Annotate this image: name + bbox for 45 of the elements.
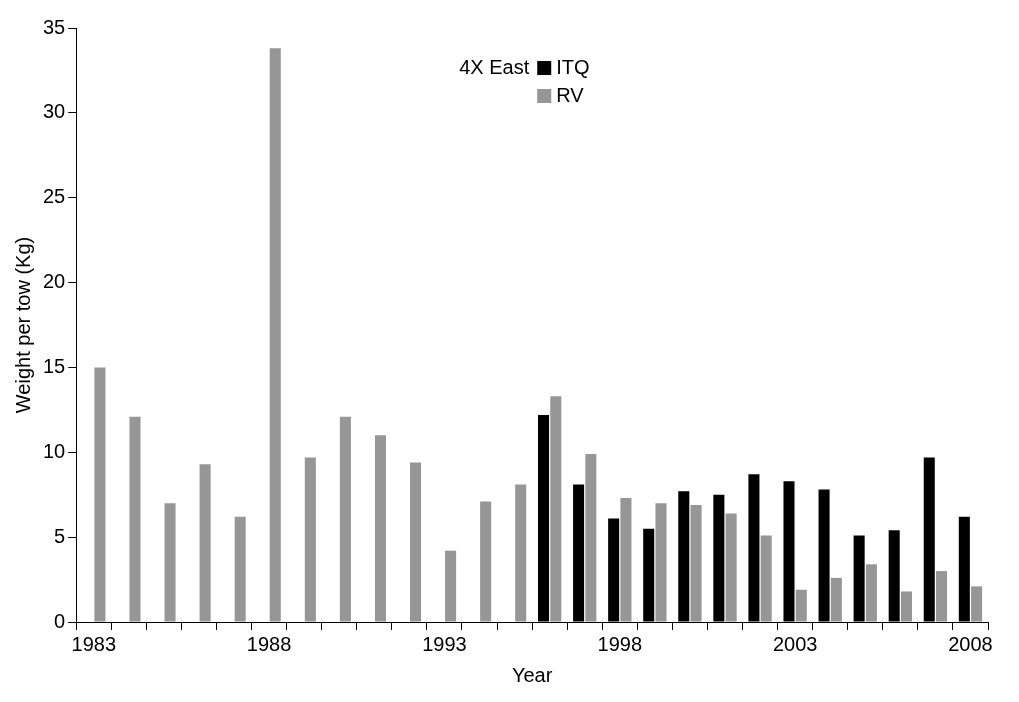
x-axis-title: Year	[511, 663, 553, 686]
bar	[760, 535, 772, 622]
bar	[339, 416, 351, 622]
y-tick-label: 30	[43, 100, 66, 123]
bar	[374, 435, 386, 622]
y-axis-title: Weight per tow (Kg)	[11, 236, 34, 414]
bar	[515, 484, 527, 622]
y-tick-label: 25	[43, 185, 66, 208]
x-tick-label: 1998	[597, 632, 643, 655]
bar	[620, 498, 632, 622]
bar	[304, 457, 316, 622]
x-tick-label: 1993	[422, 632, 467, 655]
legend-label: RV	[556, 83, 585, 106]
bar	[199, 464, 211, 622]
bar	[900, 591, 912, 622]
bar	[690, 504, 702, 622]
x-tick-label: 2003	[772, 632, 818, 655]
bar	[865, 564, 877, 622]
bar	[725, 513, 737, 622]
legend-title: 4X East	[459, 55, 530, 78]
bar	[936, 571, 948, 622]
bar	[550, 396, 562, 622]
y-tick-label: 20	[43, 270, 66, 293]
bar	[234, 516, 246, 622]
bar	[585, 453, 597, 622]
y-tick-label: 10	[43, 439, 66, 462]
legend-label: ITQ	[556, 55, 590, 78]
y-tick-label: 35	[43, 15, 66, 38]
y-tick-label: 15	[43, 354, 66, 377]
bar	[971, 586, 983, 622]
x-tick-label: 1983	[71, 632, 117, 655]
x-tick-label: 1988	[246, 632, 292, 655]
bar	[830, 577, 842, 622]
bar	[94, 367, 106, 622]
bar	[129, 416, 141, 622]
x-tick-label: 2008	[948, 632, 993, 655]
bar	[480, 501, 492, 622]
bar	[269, 48, 281, 622]
bar	[655, 503, 667, 622]
bar	[445, 550, 457, 622]
y-tick-label: 5	[54, 524, 66, 547]
bar	[795, 589, 807, 622]
bar	[164, 503, 176, 622]
bar	[410, 462, 422, 622]
y-tick-label: 0	[54, 609, 66, 632]
